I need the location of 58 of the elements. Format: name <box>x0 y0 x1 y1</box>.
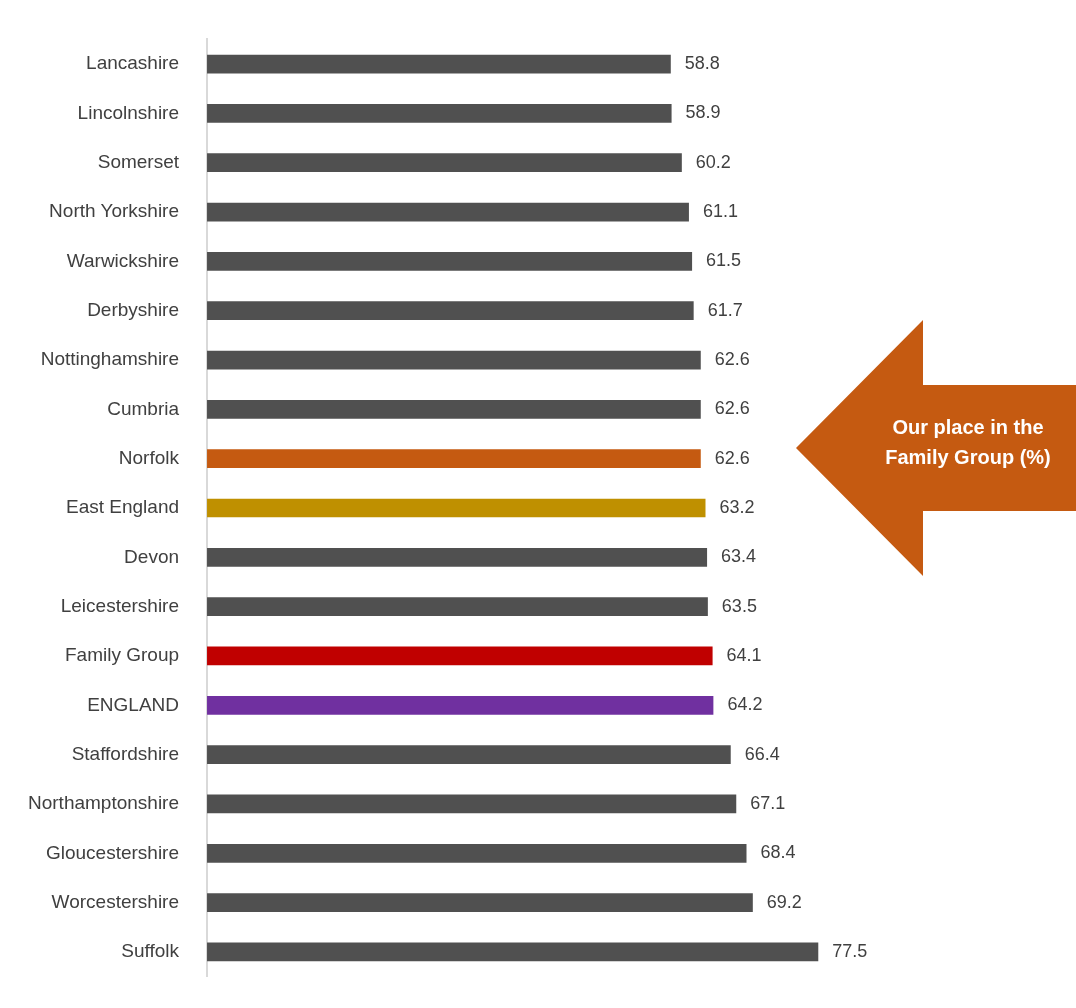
data-label: 58.9 <box>685 102 721 123</box>
bar <box>207 399 701 419</box>
y-tick-label: Derbyshire <box>87 298 180 320</box>
y-tick-label: Leicestershire <box>60 594 180 616</box>
y-tick-label: Nottinghamshire <box>40 348 180 370</box>
bar <box>207 547 708 567</box>
bar <box>207 695 714 715</box>
data-label: 63.5 <box>721 595 757 616</box>
data-label: 64.1 <box>726 644 762 665</box>
bar <box>207 153 682 173</box>
data-label: 61.7 <box>707 299 743 320</box>
y-tick-label: North Yorkshire <box>49 200 180 222</box>
y-tick-label: Cumbria <box>107 397 180 419</box>
y-tick-label: Family Group <box>64 644 180 666</box>
bar <box>207 202 689 222</box>
y-tick-label: Northamptonshire <box>27 792 180 814</box>
y-tick-label: Somerset <box>97 150 180 172</box>
y-tick-label: Lancashire <box>86 52 180 74</box>
bar <box>207 745 731 764</box>
y-tick-label: Warwickshire <box>66 249 180 271</box>
y-tick-label: Suffolk <box>121 940 180 962</box>
bar <box>207 646 713 666</box>
data-label: 63.4 <box>721 546 757 567</box>
y-tick-label: Devon <box>124 545 180 567</box>
bar <box>207 597 708 617</box>
data-label: 63.2 <box>719 496 755 517</box>
bar <box>207 301 694 321</box>
data-label: 60.2 <box>695 151 731 172</box>
bar <box>207 252 693 271</box>
data-label: 77.5 <box>832 940 868 961</box>
bar <box>207 843 747 863</box>
data-label: 67.1 <box>750 792 786 813</box>
data-label: 64.2 <box>727 694 763 715</box>
data-label: 62.6 <box>714 398 750 419</box>
bar <box>207 893 753 912</box>
y-tick-label: East England <box>65 496 180 518</box>
data-label: 69.2 <box>766 891 802 912</box>
text: Our place in the Family Group (%) <box>884 415 1052 470</box>
y-tick-label: Staffordshire <box>71 742 180 764</box>
y-tick-label: Lincolnshire <box>77 101 180 123</box>
bar <box>207 449 701 469</box>
y-tick-label: ENGLAND <box>87 693 180 715</box>
bar <box>207 498 706 518</box>
data-label: 58.8 <box>684 53 720 74</box>
data-label: 62.6 <box>714 447 750 468</box>
bar <box>207 350 701 370</box>
bar <box>207 104 672 123</box>
data-label: 61.1 <box>702 201 738 222</box>
data-label: 66.4 <box>744 743 780 764</box>
y-tick-label: Norfolk <box>118 446 180 468</box>
bar <box>207 54 671 74</box>
data-label: 61.5 <box>706 250 742 271</box>
bar <box>207 942 819 962</box>
y-tick-label: Gloucestershire <box>45 841 180 863</box>
data-label: 62.6 <box>714 348 750 369</box>
y-tick-label: Worcestershire <box>51 890 180 912</box>
data-label: 68.4 <box>760 842 796 863</box>
bar <box>207 794 737 814</box>
